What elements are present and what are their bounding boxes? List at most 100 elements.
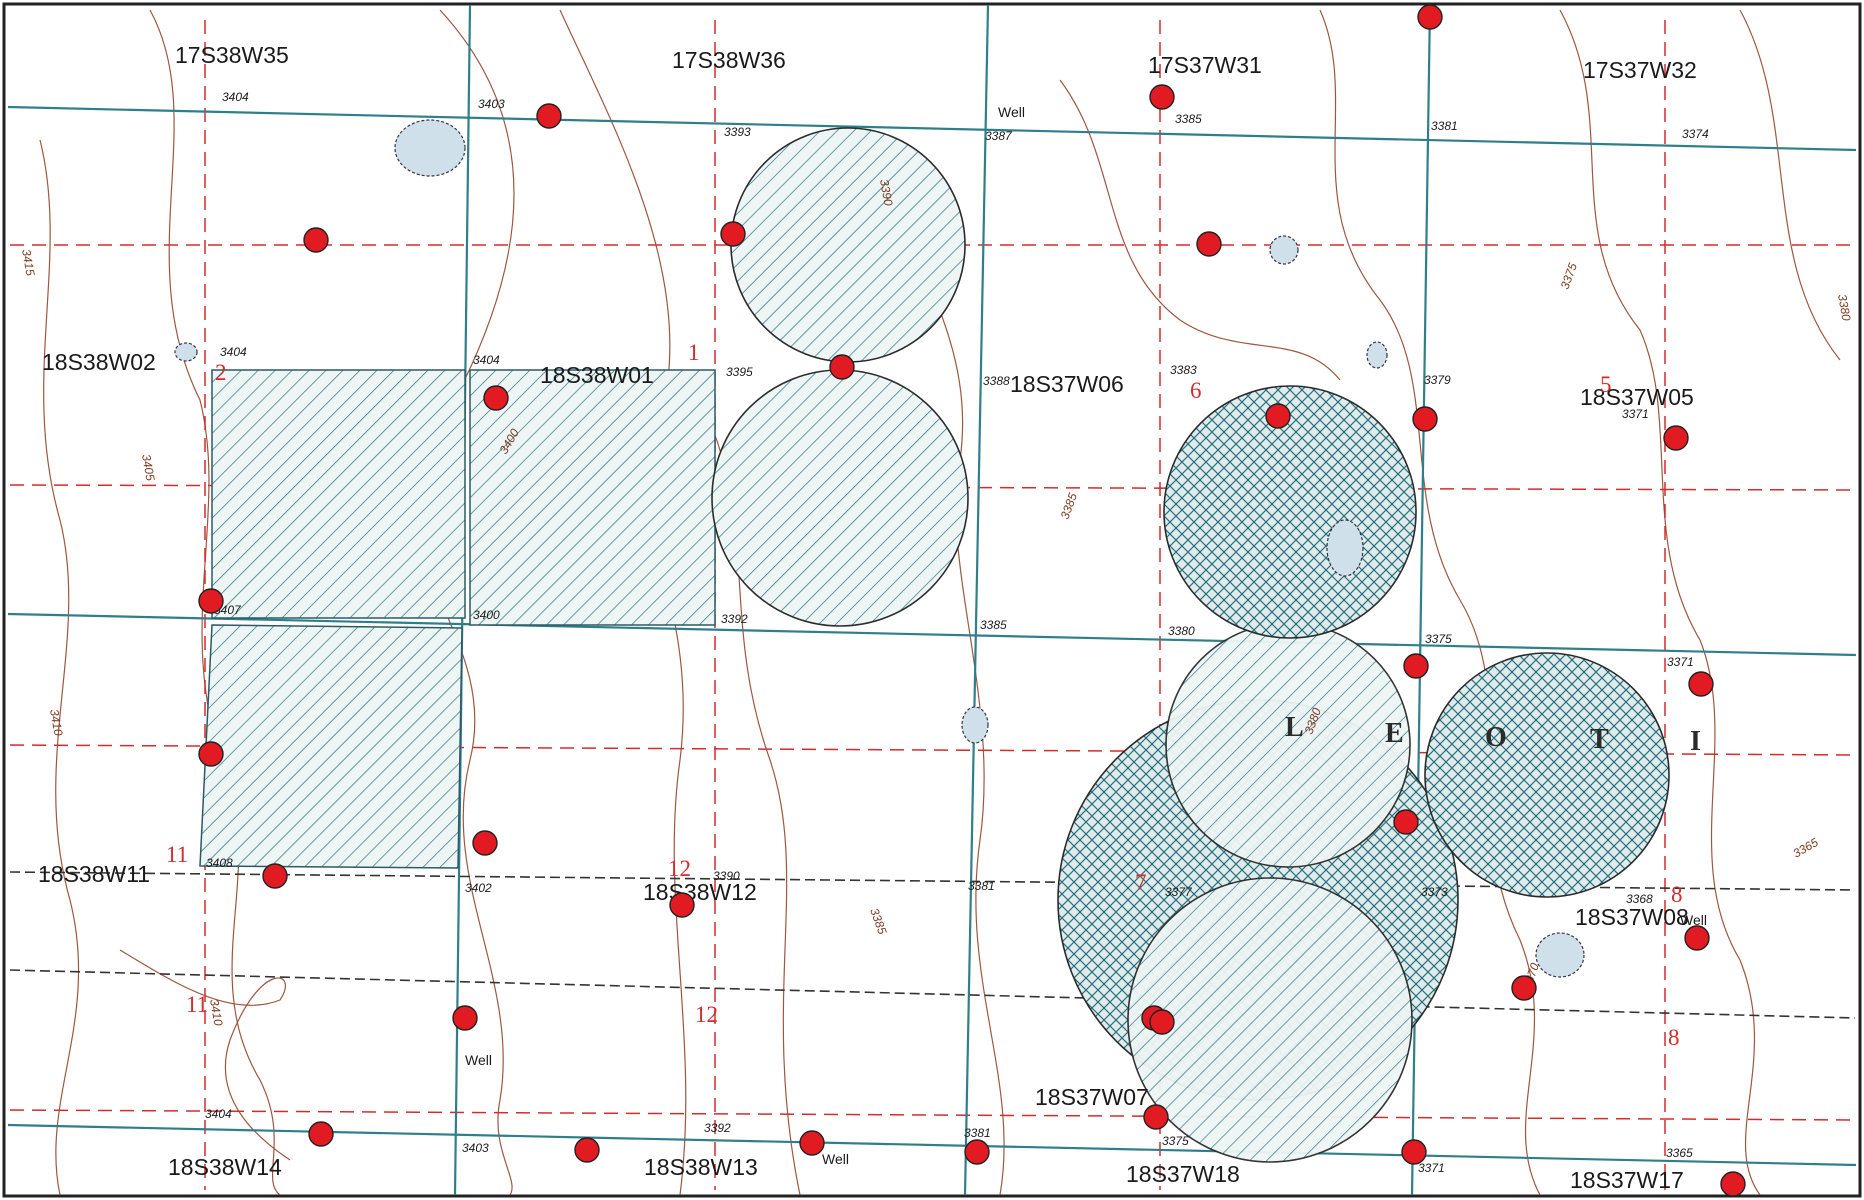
well-marker[interactable] [1143, 1104, 1169, 1130]
well-marker[interactable] [308, 1121, 334, 1147]
svg-text:3408: 3408 [206, 856, 233, 870]
road-grid [7, 4, 1857, 1196]
svg-text:Well: Well [822, 1151, 849, 1167]
well-marker[interactable] [1149, 84, 1175, 110]
svg-text:3405: 3405 [139, 453, 157, 482]
svg-text:3375: 3375 [1162, 1134, 1189, 1148]
section-numbers: 1 2 5 6 7 8 8 8 11 11 12 12 [166, 340, 1683, 1050]
svg-text:Well: Well [465, 1052, 492, 1068]
svg-text:7: 7 [1135, 870, 1147, 895]
well-marker[interactable] [1149, 1009, 1175, 1035]
section-label-18s37w18: 18S37W18 [1126, 1161, 1240, 1187]
well-marker[interactable] [1196, 231, 1222, 257]
well-marker[interactable] [198, 588, 224, 614]
svg-text:3371: 3371 [1418, 1161, 1445, 1175]
svg-text:3404: 3404 [205, 1107, 232, 1121]
svg-text:3392: 3392 [721, 612, 748, 626]
svg-text:3379: 3379 [1424, 373, 1451, 387]
elevation-labels: 3404 3403 3393 3387 3385 3381 3374 3404 … [205, 90, 1709, 1175]
svg-text:3410: 3410 [207, 998, 225, 1027]
svg-text:3390: 3390 [877, 178, 895, 207]
well-marker[interactable] [472, 830, 498, 856]
svg-text:11: 11 [166, 842, 188, 867]
well-marker[interactable] [1720, 1171, 1746, 1197]
well-marker[interactable] [574, 1137, 600, 1163]
section-label-18s37w07: 18S37W07 [1035, 1084, 1149, 1110]
section-label-18s37w05: 18S37W05 [1580, 384, 1694, 410]
svg-text:3415: 3415 [19, 248, 37, 277]
svg-text:6: 6 [1190, 378, 1202, 403]
irrigated-parcels [199, 369, 716, 869]
well-marker[interactable] [829, 354, 855, 380]
well-marker[interactable] [1393, 809, 1419, 835]
well-marker[interactable] [720, 221, 746, 247]
svg-text:T: T [1590, 724, 1609, 755]
section-label-17s37w31: 17S37W31 [1148, 52, 1262, 78]
well-marker[interactable] [1688, 671, 1714, 697]
section-label-18s38w13: 18S38W13 [644, 1154, 758, 1180]
well-marker[interactable] [452, 1005, 478, 1031]
svg-text:3385: 3385 [1175, 112, 1202, 126]
svg-text:Well: Well [1680, 912, 1707, 928]
svg-text:3380: 3380 [1168, 624, 1195, 638]
svg-text:3365: 3365 [1666, 1146, 1693, 1160]
section-label-18s38w01: 18S38W01 [540, 362, 654, 388]
well-markers [198, 4, 1746, 1197]
svg-text:3385: 3385 [980, 618, 1007, 632]
svg-text:E: E [1385, 718, 1404, 749]
well-marker[interactable] [799, 1130, 825, 1156]
svg-text:3380: 3380 [1835, 293, 1853, 322]
svg-text:5: 5 [1600, 372, 1612, 397]
svg-text:12: 12 [668, 856, 691, 881]
section-label-17s38w36: 17S38W36 [672, 47, 786, 73]
svg-text:3403: 3403 [462, 1141, 489, 1155]
svg-text:O: O [1485, 722, 1507, 753]
well-marker[interactable] [303, 227, 329, 253]
svg-text:3403: 3403 [478, 97, 505, 111]
svg-text:3373: 3373 [1421, 885, 1448, 899]
well-marker[interactable] [1417, 4, 1443, 30]
section-label-17s37w32: 17S37W32 [1583, 57, 1697, 83]
well-marker[interactable] [1265, 403, 1291, 429]
svg-text:3400: 3400 [473, 608, 500, 622]
svg-text:3388: 3388 [983, 374, 1010, 388]
well-marker[interactable] [262, 863, 288, 889]
section-label-18s38w12: 18S38W12 [643, 879, 757, 905]
svg-text:Well: Well [998, 104, 1025, 120]
well-marker[interactable] [536, 103, 562, 129]
svg-text:3404: 3404 [473, 353, 500, 367]
svg-text:3387: 3387 [985, 129, 1013, 143]
svg-text:3383: 3383 [1170, 363, 1197, 377]
svg-text:3368: 3368 [1626, 892, 1653, 906]
well-marker[interactable] [964, 1139, 990, 1165]
section-labels: 17S38W35 17S38W36 17S37W31 17S37W32 18S3… [38, 42, 1697, 1193]
svg-text:11: 11 [186, 992, 208, 1017]
svg-text:3381: 3381 [1431, 119, 1458, 133]
svg-text:3410: 3410 [47, 708, 65, 737]
section-label-18s37w06: 18S37W06 [1010, 371, 1124, 397]
well-marker[interactable] [1511, 975, 1537, 1001]
svg-text:3393: 3393 [724, 125, 751, 139]
section-label-18s37w08: 18S37W08 [1575, 904, 1689, 930]
well-marker[interactable] [1412, 406, 1438, 432]
well-marker[interactable] [198, 741, 224, 767]
svg-text:3390: 3390 [713, 869, 740, 883]
svg-text:3381: 3381 [968, 879, 995, 893]
svg-text:3377: 3377 [1165, 885, 1193, 899]
section-label-18s37w17: 18S37W17 [1570, 1167, 1684, 1193]
svg-text:3374: 3374 [1682, 127, 1709, 141]
svg-text:3375: 3375 [1425, 632, 1452, 646]
well-marker[interactable] [669, 892, 695, 918]
section-label-17s38w35: 17S38W35 [175, 42, 289, 68]
well-marker[interactable] [1663, 425, 1689, 451]
svg-text:3404: 3404 [222, 90, 249, 104]
svg-text:L: L [1285, 712, 1304, 743]
well-marker[interactable] [483, 385, 509, 411]
svg-text:3395: 3395 [726, 365, 753, 379]
svg-text:3402: 3402 [465, 881, 492, 895]
well-marker[interactable] [1403, 653, 1429, 679]
section-label-18s38w14: 18S38W14 [168, 1154, 282, 1180]
well-marker[interactable] [1684, 925, 1710, 951]
well-marker[interactable] [1401, 1139, 1427, 1165]
